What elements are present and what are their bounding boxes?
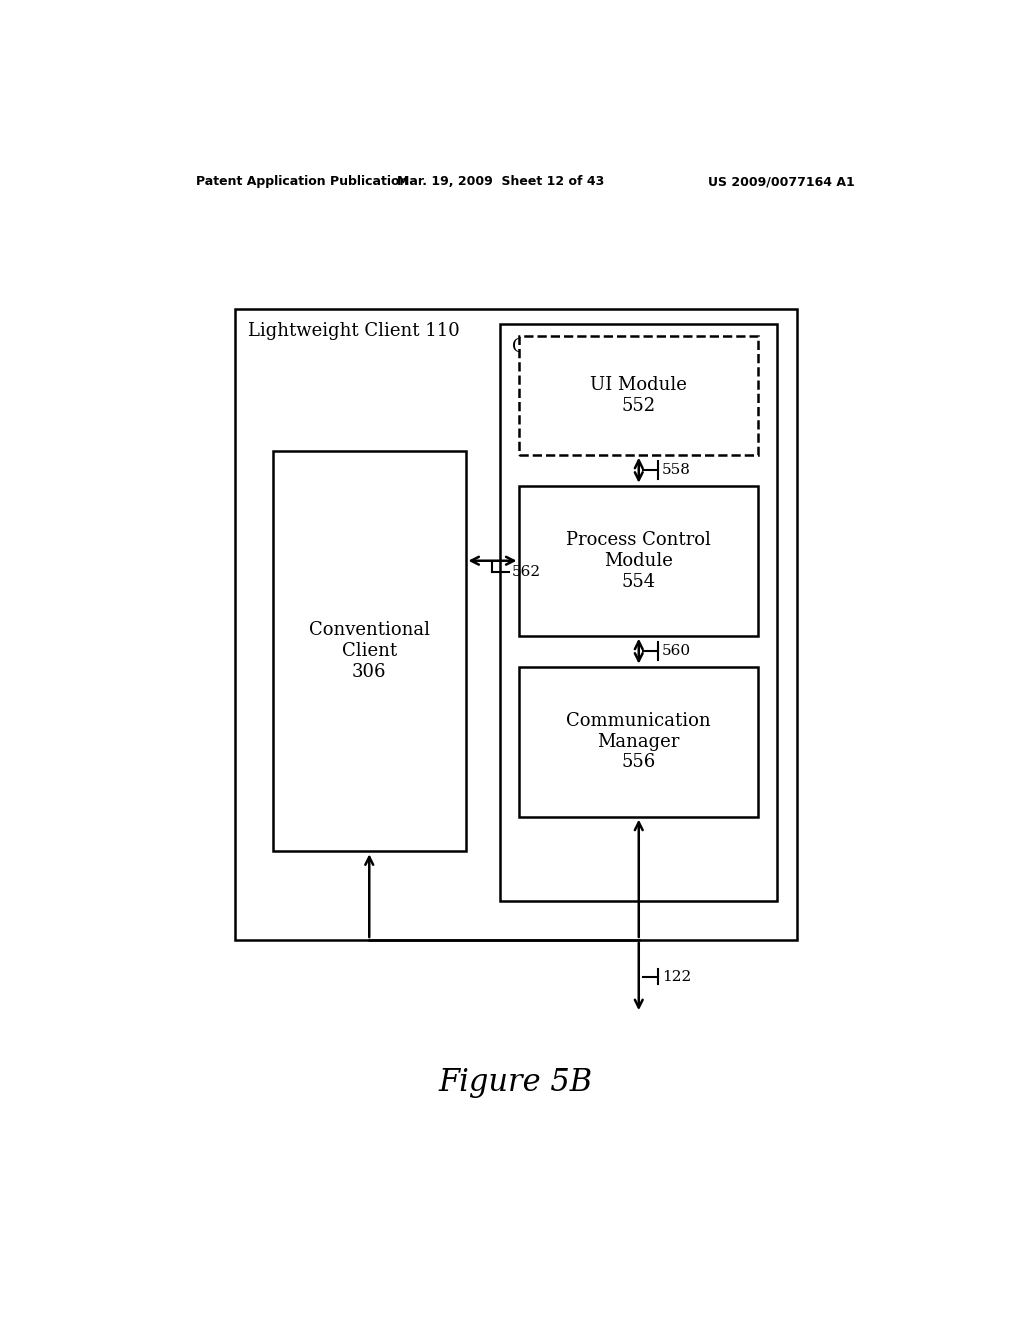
Text: 558: 558: [662, 463, 691, 478]
Text: 560: 560: [662, 644, 691, 659]
Text: Client WIF Unit 354: Client WIF Unit 354: [512, 338, 696, 356]
Text: Patent Application Publication: Patent Application Publication: [196, 176, 409, 187]
Text: UI Module
552: UI Module 552: [590, 376, 687, 414]
Text: 562: 562: [512, 565, 541, 579]
Text: US 2009/0077164 A1: US 2009/0077164 A1: [708, 176, 854, 187]
Bar: [500, 323, 777, 902]
Bar: [234, 309, 797, 940]
Text: Mar. 19, 2009  Sheet 12 of 43: Mar. 19, 2009 Sheet 12 of 43: [396, 176, 604, 187]
Bar: [519, 335, 758, 455]
Bar: [519, 667, 758, 817]
Bar: [273, 451, 466, 851]
Text: Process Control
Module
554: Process Control Module 554: [566, 531, 712, 590]
Text: Communication
Manager
556: Communication Manager 556: [566, 711, 711, 771]
Text: 122: 122: [662, 969, 691, 983]
Text: Lightweight Client 110: Lightweight Client 110: [249, 322, 460, 341]
Text: Figure 5B: Figure 5B: [438, 1067, 593, 1098]
Text: Conventional
Client
306: Conventional Client 306: [309, 622, 430, 681]
Bar: [519, 486, 758, 636]
